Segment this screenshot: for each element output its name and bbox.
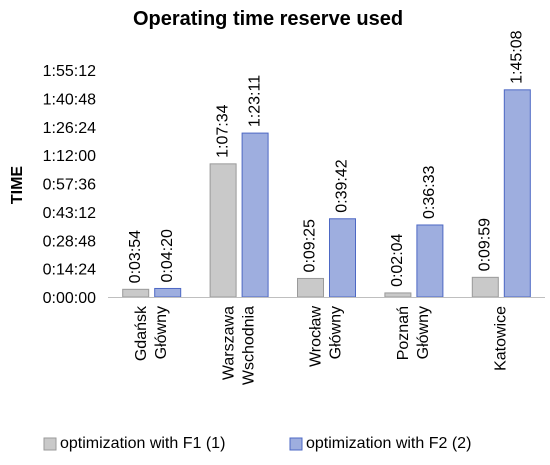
data-label: 0:36:33 [421,165,438,218]
data-label: 0:04:20 [159,229,176,282]
category-label: Warszawa [220,306,237,380]
y-tick-label: 0:14:24 [43,262,96,279]
y-tick-label: 0:28:48 [43,233,96,250]
bar-2 [503,89,531,298]
y-axis-title: TIME [9,166,26,205]
legend-label: optimization with F1 (1) [60,435,225,452]
y-axis: 0:00:00 0:14:24 0:28:48 0:43:12 0:57:36 1:12:… [43,63,96,307]
data-label: 0:09:25 [302,219,319,272]
y-tick-label: 1:40:48 [43,91,96,108]
category-label: Główny [153,306,170,359]
category-label: Gdańsk [133,305,150,361]
bar-1 [297,277,324,298]
bar-1 [122,288,150,298]
data-label: 1:23:11 [246,75,263,127]
bar-2 [241,132,269,298]
bar-2 [329,218,356,298]
chart-title: Operating time reserve used [133,8,403,30]
data-label: 0:02:04 [389,233,406,286]
y-tick-label: 0:57:36 [43,177,96,194]
bar-2 [154,287,182,298]
legend: optimization with F1 (1) optimization wit… [43,435,471,452]
data-label: 1:45:08 [509,30,526,83]
y-tick-label: 0:43:12 [43,205,96,222]
legend-swatch [43,437,57,451]
legend-swatch [289,437,303,451]
category-label: Główny [415,306,432,359]
category-label: Katowice [493,306,510,371]
x-axis: Gdańsk Główny Warszawa Wschodnia Wrocław Głów… [133,305,510,385]
data-label: 1:07:34 [214,104,231,157]
legend-label: optimization with F2 (2) [306,435,471,452]
y-tick-label: 1:12:00 [43,148,96,165]
data-label: 0:39:42 [334,159,351,212]
y-tick-label: 1:26:24 [43,120,96,137]
category-label: Główny [328,306,345,359]
bar-1 [209,163,237,298]
category-label: Poznań [395,306,412,360]
y-tick-label: 0:00:00 [43,290,96,307]
category-label: Wschodnia [240,306,257,385]
plot-area: 0:03:54 1:07:34 0:09:25 0:02:04 0:09:59 0:04:… [108,30,545,298]
bar-1 [384,292,412,298]
data-label: 0:09:59 [477,218,494,271]
data-label: 0:03:54 [127,230,144,283]
category-label: Wrocław [308,306,325,367]
bar-1 [471,276,499,298]
y-tick-label: 1:55:12 [43,63,96,80]
bar-2 [416,224,444,298]
